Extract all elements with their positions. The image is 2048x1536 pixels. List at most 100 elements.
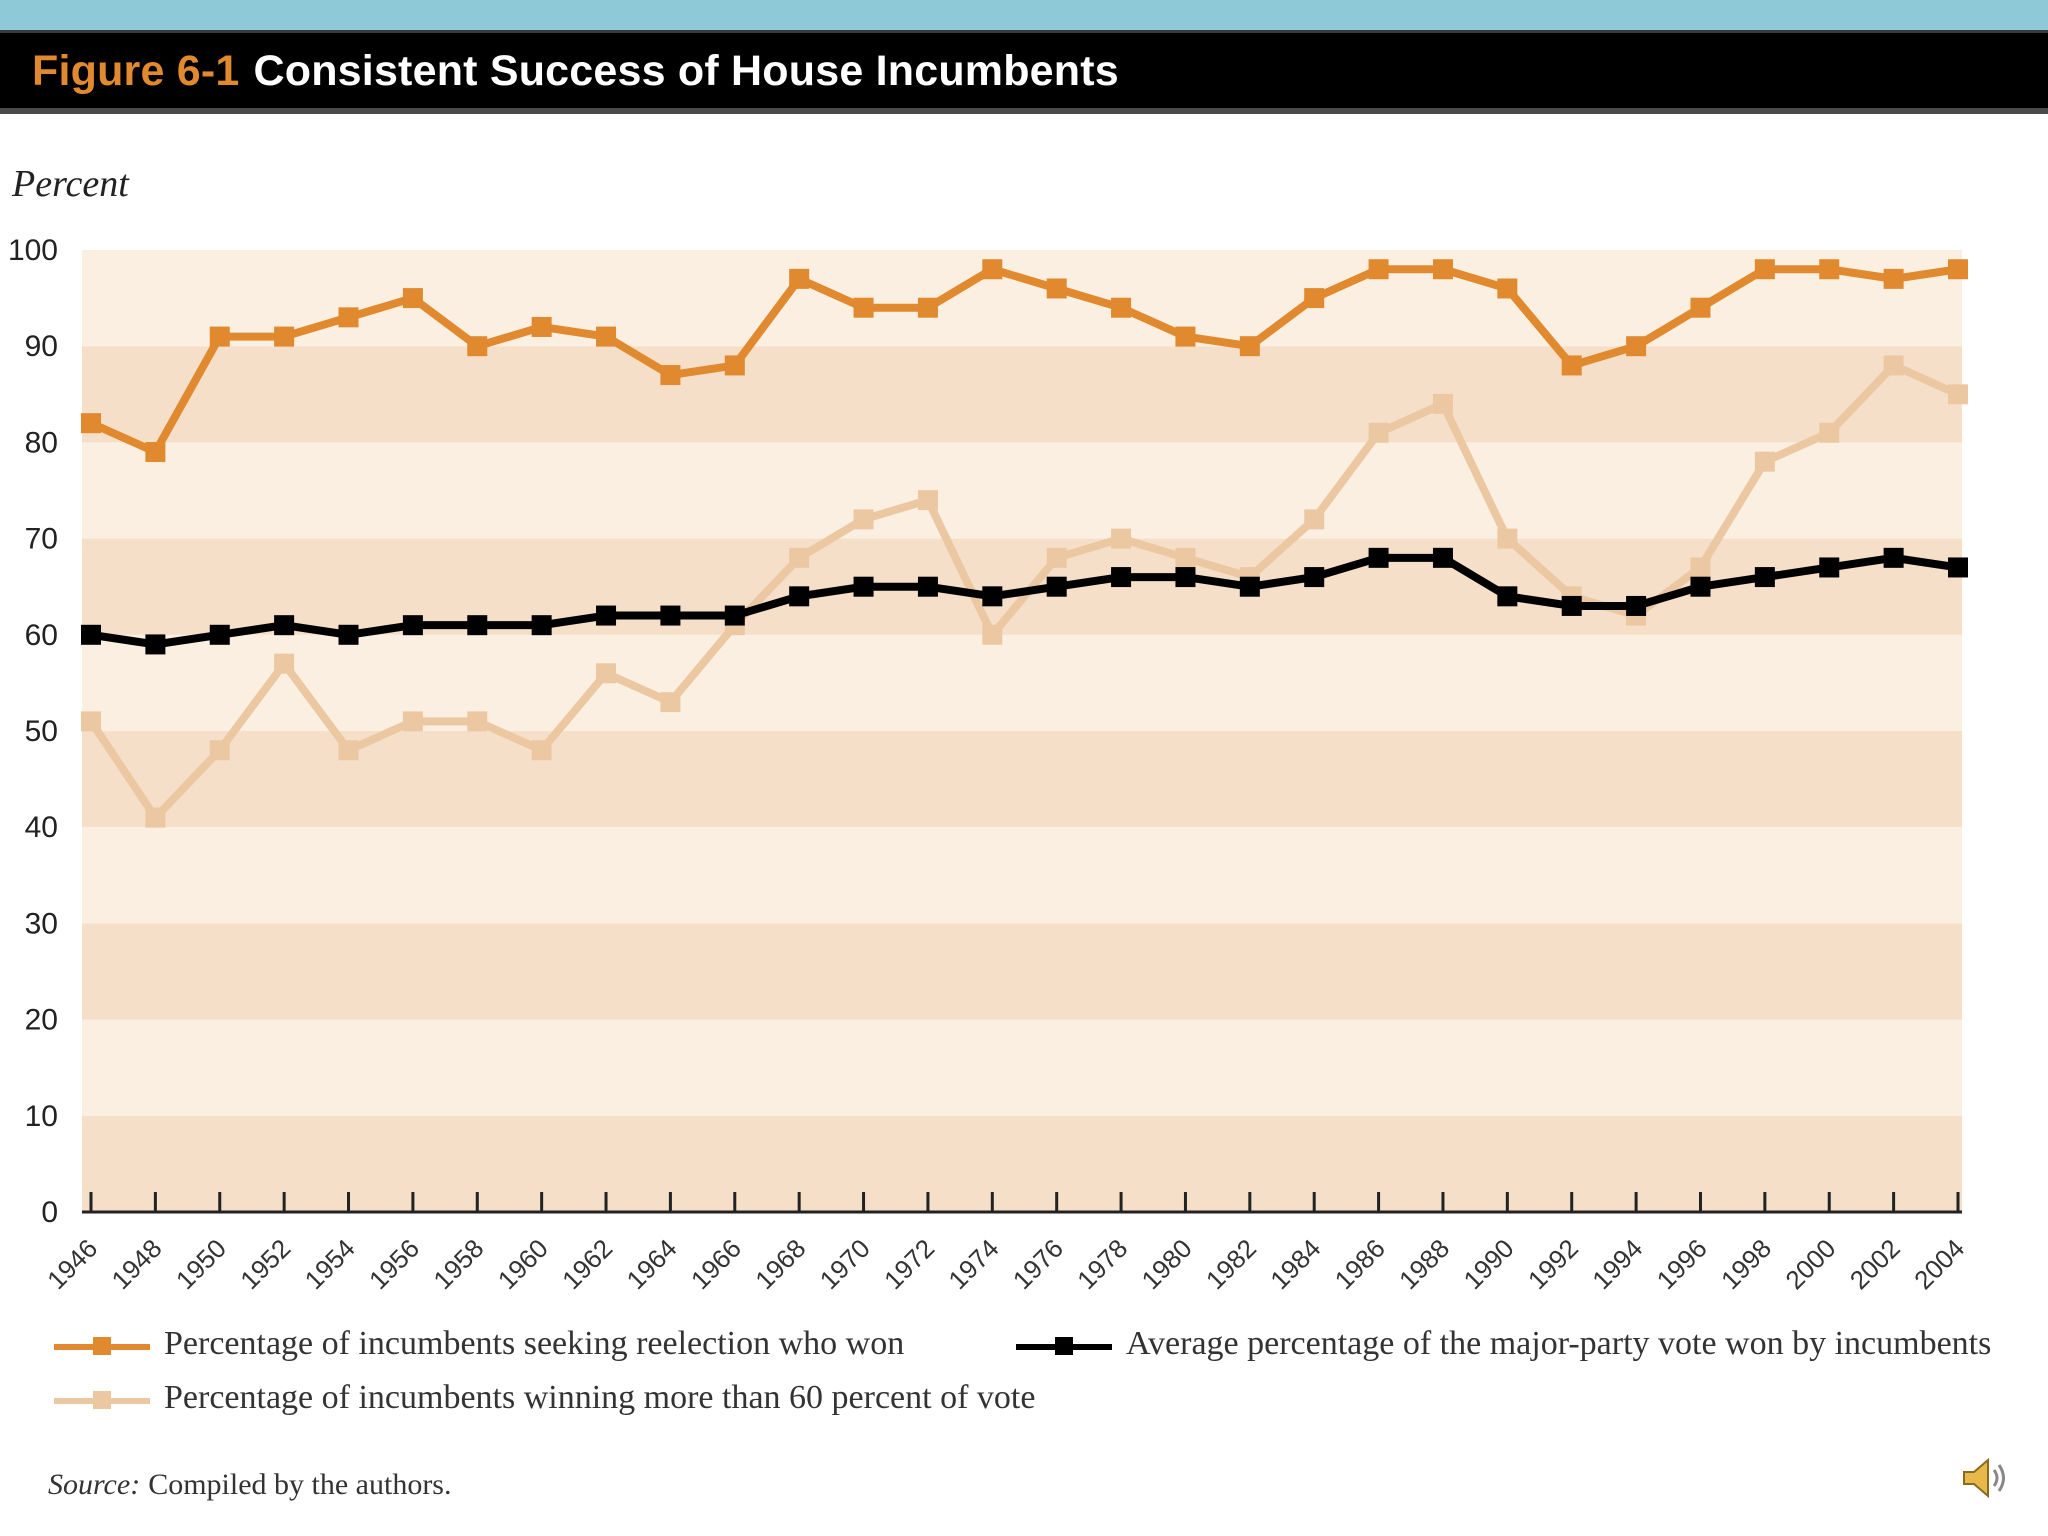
series-reelection-won-point [1754, 259, 1775, 280]
x-tick-label: 1950 [170, 1233, 232, 1295]
series-over-60-point [1368, 422, 1389, 443]
figure-label: Figure 6-1 [32, 47, 240, 95]
series-reelection-won-point [1111, 297, 1132, 318]
series-average-vote-point [1754, 567, 1775, 588]
y-tick-label: 20 [25, 1004, 58, 1037]
series-over-60-point [145, 807, 166, 828]
legend-label-reelection-won: Percentage of incumbents seeking reelect… [164, 1325, 905, 1362]
series-average-vote-point [917, 576, 938, 597]
series-over-60-point [1754, 451, 1775, 472]
x-tick-label: 1960 [492, 1233, 554, 1295]
y-tick-label: 0 [41, 1196, 58, 1229]
x-tick-label: 1984 [1264, 1233, 1326, 1295]
speaker-icon[interactable] [1958, 1452, 2010, 1504]
series-over-60-line [87, 361, 1962, 822]
x-tick-label: 1998 [1715, 1233, 1777, 1295]
series-reelection-won-point [1561, 355, 1582, 376]
series-reelection-won-point [1819, 259, 1840, 280]
y-tick-label: 100 [8, 234, 58, 267]
series-reelection-won-point [1046, 278, 1067, 299]
source-text: Compiled by the authors. [148, 1468, 452, 1501]
series-reelection-won-point [1690, 297, 1711, 318]
series-reelection-won-point [917, 297, 938, 318]
series-reelection-won-point [145, 442, 166, 463]
series-reelection-won-point [1304, 288, 1325, 309]
legend-swatch-black [1016, 1337, 1112, 1355]
x-tick-label: 1948 [106, 1233, 168, 1295]
series-average-vote-point [596, 605, 617, 626]
y-tick-label: 40 [25, 811, 58, 844]
series-over-60-point [1497, 528, 1518, 549]
x-tick-label: 1966 [685, 1233, 747, 1295]
series-average-vote-point [1883, 547, 1904, 568]
x-tick-label: 1946 [41, 1233, 103, 1295]
series-over-60-point [1690, 557, 1711, 578]
series-reelection-won-point [1626, 336, 1647, 357]
title-bar: Figure 6-1 Consistent Success of House In… [0, 30, 2048, 114]
series-average-vote-point [1111, 567, 1132, 588]
legend-swatch-orange [54, 1337, 150, 1355]
series-average-vote-point [338, 624, 359, 645]
x-tick-label: 1954 [299, 1233, 361, 1295]
x-tick-label: 1958 [427, 1233, 489, 1295]
series-average-vote-point [982, 586, 1003, 607]
series-average-vote-point [1819, 557, 1840, 578]
grid-band [82, 1019, 1962, 1116]
y-tick-label: 70 [25, 523, 58, 556]
series-reelection-won-point [789, 268, 810, 289]
series-average-vote-point [1304, 567, 1325, 588]
series-average-vote-point [274, 615, 295, 636]
series-over-60-point [1432, 393, 1453, 414]
series-reelection-won-point [467, 336, 488, 357]
series-average-vote-line [87, 553, 1962, 649]
series-reelection-won-point [338, 307, 359, 328]
x-tick-label: 1972 [878, 1233, 940, 1295]
x-tick-label: 1968 [749, 1233, 811, 1295]
grid-band [82, 731, 1962, 828]
series-average-vote-point [853, 576, 874, 597]
grid-band [82, 827, 1962, 924]
x-tick-label: 1970 [814, 1233, 876, 1295]
series-average-vote-point [209, 624, 230, 645]
series-average-vote-point [1690, 576, 1711, 597]
series-over-60-point [1948, 384, 1968, 405]
series-reelection-won-point [1948, 259, 1968, 280]
x-tick-label: 1962 [556, 1233, 618, 1295]
x-tick-label: 1982 [1200, 1233, 1262, 1295]
series-over-60-point [338, 740, 359, 761]
series-over-60-point [853, 509, 874, 530]
grid-band [82, 442, 1962, 539]
legend-label-average-vote: Average percentage of the major-party vo… [1126, 1325, 1992, 1362]
series-over-60-point [274, 653, 295, 674]
x-tick-label: 2000 [1779, 1233, 1841, 1295]
series-average-vote-point [467, 615, 488, 636]
x-tick-label: 1994 [1586, 1233, 1648, 1295]
grid-band [82, 538, 1962, 635]
series-reelection-won-point [1368, 259, 1389, 280]
series-over-60-point [1883, 355, 1904, 376]
series-average-vote-point [724, 605, 745, 626]
series-over-60-point [596, 663, 617, 684]
series-average-vote-point [1626, 595, 1647, 616]
x-tick-label: 2002 [1844, 1233, 1906, 1295]
source-note: Source: Compiled by the authors. [48, 1468, 451, 1502]
series-average-vote-point [81, 624, 101, 645]
series-reelection-won-point [531, 316, 552, 337]
series-over-60-point [1046, 547, 1067, 568]
series-over-60-point [789, 547, 810, 568]
series-average-vote-point [1368, 547, 1389, 568]
series-reelection-won-point [660, 365, 681, 386]
top-decorative-band [0, 0, 2048, 30]
series-over-60-point [81, 711, 101, 732]
legend-swatch-tan [54, 1391, 150, 1409]
x-tick-label: 2004 [1908, 1233, 1970, 1295]
series-over-60-point [1111, 528, 1132, 549]
series-reelection-won-point [724, 355, 745, 376]
series-over-60-point [209, 740, 230, 761]
series-over-60-point [531, 740, 552, 761]
x-tick-label: 1990 [1457, 1233, 1519, 1295]
series-reelection-won-point [402, 288, 423, 309]
series-over-60-point [982, 624, 1003, 645]
series-average-vote-point [1948, 557, 1968, 578]
